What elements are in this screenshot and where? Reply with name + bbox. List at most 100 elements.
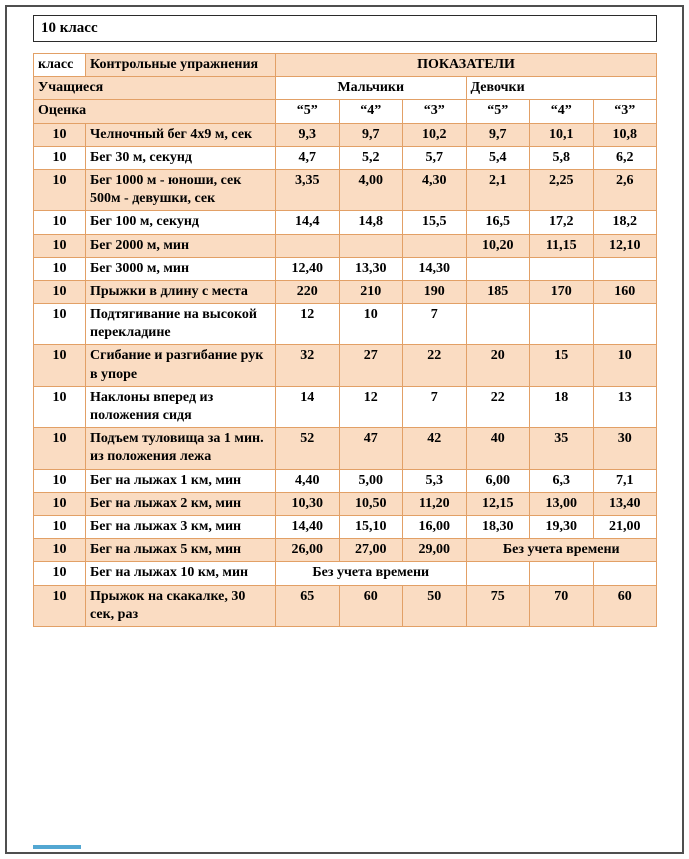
value-cell: 220	[275, 279, 340, 305]
exercise-cell: Бег 1000 м - юноши, сек 500м - девушки, …	[85, 168, 276, 212]
class-cell: 10	[33, 344, 86, 387]
grade-cell: “4”	[529, 99, 594, 124]
exercise-cell: Бег на лыжах 1 км, мин	[85, 468, 276, 493]
value-cell: 47	[338, 427, 403, 470]
value-cell: 52	[275, 427, 340, 470]
value-cell: 13,30	[338, 256, 403, 281]
table-row: 10 Наклоны вперед из положения сидя 14 12 7 2…	[33, 385, 657, 429]
value-cell	[465, 256, 530, 281]
value-cell: 210	[338, 279, 403, 305]
class-column-header: класс	[33, 52, 86, 78]
exercise-cell: Бег на лыжах 3 км, мин	[85, 514, 276, 540]
value-cell: 7	[402, 303, 467, 346]
value-cell: 18,2	[592, 210, 657, 235]
value-cell: 35	[529, 427, 594, 470]
standards-table: класс Контрольные упражнения ПОКАЗАТЕЛИ …	[33, 52, 657, 627]
exercises-column-header: Контрольные упражнения	[85, 52, 276, 78]
value-cell: 9,7	[465, 122, 530, 147]
value-cell	[592, 256, 657, 281]
indicators-header: ПОКАЗАТЕЛИ	[275, 52, 657, 78]
table-row: 10 Подтягивание на высокой перекладине 12 1…	[33, 303, 657, 346]
value-cell: 5,7	[402, 145, 467, 170]
exercise-cell: Бег 100 м, секунд	[85, 210, 276, 235]
value-cell: 75	[465, 584, 530, 627]
exercise-cell: Бег 30 м, секунд	[85, 145, 276, 170]
value-cell: 19,30	[529, 514, 594, 540]
value-cell: 12,40	[275, 256, 340, 281]
grade-cell: “3”	[402, 99, 467, 124]
value-cell: 13,00	[529, 491, 594, 516]
value-cell: 11,20	[402, 491, 467, 516]
table-row: 10 Бег 30 м, секунд 4,7 5,2 5,7 5,4 5,8 6,2	[33, 145, 657, 170]
girls-header: Девочки	[465, 76, 657, 101]
table-row: 10 Прыжки в длину с места 220 210 190 185 170 1…	[33, 279, 657, 305]
grade-cell: “5”	[465, 99, 530, 124]
value-cell	[465, 303, 530, 346]
class-cell: 10	[33, 145, 86, 170]
value-cell: 60	[338, 584, 403, 627]
value-cell: 32	[275, 344, 340, 387]
value-cell: 12	[275, 303, 340, 346]
value-cell: 15,10	[338, 514, 403, 540]
exercise-cell: Сгибание и разгибание рук в упоре	[85, 344, 276, 387]
value-cell: 13	[592, 385, 657, 429]
value-cell	[338, 233, 403, 258]
value-cell: 6,00	[465, 468, 530, 493]
table-row: 10 Бег на лыжах 10 км, мин Без учета време…	[33, 561, 657, 586]
value-cell: 6,2	[592, 145, 657, 170]
students-label: Учащиеся	[33, 76, 276, 101]
value-cell: 160	[592, 279, 657, 305]
value-cell: 7,1	[592, 468, 657, 493]
value-cell: 2,1	[465, 168, 530, 212]
value-cell: 27,00	[338, 538, 403, 563]
grade-cell: “3”	[592, 99, 657, 124]
exercise-cell: Челночный бег 4х9 м, сек	[85, 122, 276, 147]
table-row: 10 Бег на лыжах 3 км, мин 14,40 15,10 16,00 1…	[33, 514, 657, 540]
table-body: 10 Челночный бег 4х9 м, сек 9,3 9,7 10,2 9,7 1…	[33, 122, 657, 627]
value-cell	[402, 233, 467, 258]
value-cell: 9,3	[275, 122, 340, 147]
value-cell: 14,8	[338, 210, 403, 235]
value-cell: 65	[275, 584, 340, 627]
table-row: 10 Бег на лыжах 5 км, мин 26,00 27,00 29,00 Б…	[33, 538, 657, 563]
value-cell	[529, 561, 594, 586]
exercise-cell: Бег на лыжах 2 км, мин	[85, 491, 276, 516]
table-row: 10 Бег 3000 м, мин 12,40 13,30 14,30	[33, 256, 657, 281]
class-cell: 10	[33, 168, 86, 212]
class-cell: 10	[33, 538, 86, 563]
grade-label: Оценка	[33, 99, 276, 124]
value-cell: 10,20	[465, 233, 530, 258]
value-cell: 14,30	[402, 256, 467, 281]
value-cell	[275, 233, 340, 258]
value-cell: 2,25	[529, 168, 594, 212]
merged-note-cell: Без учета времени	[465, 538, 657, 563]
value-cell: 16,00	[402, 514, 467, 540]
value-cell: 10,1	[529, 122, 594, 147]
decorative-accent-line	[33, 845, 81, 849]
class-cell: 10	[33, 279, 86, 305]
class-cell: 10	[33, 233, 86, 258]
value-cell: 18,30	[465, 514, 530, 540]
table-row: 10 Бег 1000 м - юноши, сек 500м - девушки…	[33, 168, 657, 212]
value-cell: 26,00	[275, 538, 340, 563]
value-cell: 10,30	[275, 491, 340, 516]
value-cell: 12	[338, 385, 403, 429]
value-cell	[465, 561, 530, 586]
value-cell: 50	[402, 584, 467, 627]
value-cell: 10	[592, 344, 657, 387]
table-row: 10 Подъем туловища за 1 мин. из положения…	[33, 427, 657, 470]
value-cell: 4,00	[338, 168, 403, 212]
value-cell: 16,5	[465, 210, 530, 235]
value-cell: 17,2	[529, 210, 594, 235]
exercise-cell: Бег на лыжах 10 км, мин	[85, 561, 276, 586]
merged-note-cell: Без учета времени	[275, 561, 467, 586]
value-cell: 22	[402, 344, 467, 387]
grade-cell: “5”	[275, 99, 340, 124]
value-cell: 14,40	[275, 514, 340, 540]
value-cell: 60	[592, 584, 657, 627]
header-row-top: класс Контрольные упражнения ПОКАЗАТЕЛИ	[33, 52, 657, 78]
value-cell	[592, 303, 657, 346]
class-cell: 10	[33, 385, 86, 429]
table-row: 10 Прыжок на скакалке, 30 сек, раз 65 60 50 7…	[33, 584, 657, 627]
value-cell	[529, 303, 594, 346]
